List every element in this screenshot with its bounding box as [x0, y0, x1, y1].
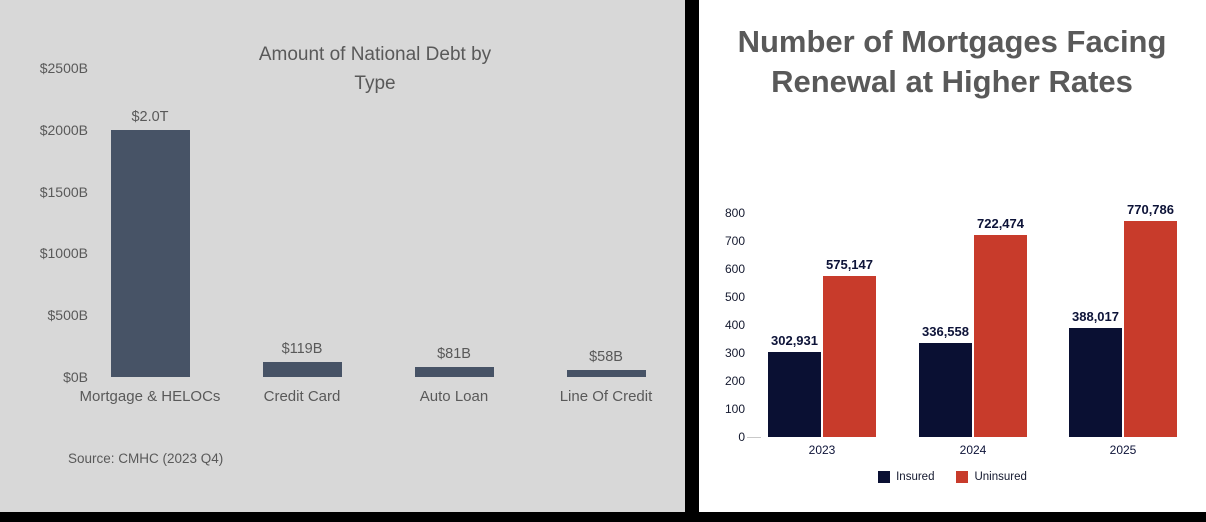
left-chart-y-tick-label: $2000B: [39, 121, 88, 138]
right-chart-y-tick-label: 800: [724, 206, 745, 220]
x-axis-category-label: Line Of Credit: [559, 388, 653, 405]
right-chart-y-tick-label: 200: [724, 374, 745, 388]
left-chart-y-tick-label: $2500B: [39, 60, 88, 76]
bar-uninsured-2025: [1124, 221, 1177, 437]
left-chart-source: Source: CMHC (2023 Q4): [68, 451, 224, 466]
right-chart-y-tick-label: 300: [724, 346, 745, 360]
bar-value-label: $119B: [281, 341, 323, 358]
bar-uninsured-2023: [823, 275, 876, 437]
bar-value-label: 302,931: [771, 333, 818, 349]
bar-value-label: $2.0T: [131, 108, 169, 125]
bar-value-label: 722,474: [977, 215, 1024, 231]
left-chart-y-tick-label: $1500B: [39, 183, 88, 200]
bar-value-label: 388,017: [1072, 309, 1119, 325]
right-chart-legend: Insured Uninsured: [699, 471, 1206, 483]
bar-mortgage-helocs: [110, 129, 190, 377]
right-chart-y-tick-label: 700: [724, 234, 745, 248]
bar-insured-2023: [768, 352, 821, 437]
left-chart-title: Amount of National Debt by Type: [258, 44, 492, 94]
right-chart-y-tick-label: 500: [724, 290, 745, 304]
panel-divider: [685, 0, 699, 512]
bar-insured-2024: [919, 342, 972, 437]
legend-item-insured: Insured: [878, 471, 934, 483]
right-chart-zero-tick: [747, 437, 761, 438]
legend-item-uninsured: Uninsured: [956, 471, 1027, 483]
bar-value-label: $81B: [437, 346, 471, 362]
bar-uninsured-2024: [974, 234, 1027, 437]
legend-swatch-uninsured: [956, 471, 969, 483]
bar-credit-card: [262, 362, 342, 377]
right-chart-y-tick-label: 100: [724, 402, 745, 416]
x-axis-year-label: 2024: [959, 443, 987, 457]
bottom-border-bar: [0, 512, 1206, 522]
legend-label: Insured: [896, 471, 935, 483]
x-axis-category-label: Auto Loan: [419, 388, 489, 405]
right-chart-title: Number of Mortgages Facing Renewal at Hi…: [737, 24, 1167, 99]
x-axis-category-label: Credit Card: [263, 388, 341, 405]
bar-value-label: 770,786: [1127, 202, 1174, 218]
right-chart-y-tick-label: 600: [724, 262, 745, 276]
right-chart-y-tick-label: 0: [738, 430, 745, 444]
bar-value-label: 336,558: [922, 323, 969, 339]
bar-value-label: 575,147: [826, 256, 873, 272]
left-chart-y-tick-label: $0B: [63, 369, 88, 385]
left-chart-y-tick-label: $500B: [47, 307, 88, 324]
national-debt-chart-panel: Amount of National Debt by Type $2500B $2…: [0, 0, 685, 512]
bar-value-label: $58B: [589, 348, 623, 365]
bar-insured-2025: [1069, 328, 1122, 437]
left-chart-y-tick-label: $1000B: [39, 245, 88, 262]
right-chart-y-tick-label: 400: [724, 318, 745, 332]
x-axis-year-label: 2025: [1109, 443, 1137, 457]
legend-swatch-insured: [878, 471, 891, 483]
bar-auto-loan: [414, 367, 494, 377]
x-axis-year-label: 2023: [808, 443, 836, 457]
legend-label: Uninsured: [974, 471, 1027, 483]
mortgage-renewal-chart-panel: Number of Mortgages Facing Renewal at Hi…: [699, 0, 1206, 512]
bar-line-of-credit: [566, 369, 646, 377]
x-axis-category-label: Mortgage & HELOCs: [79, 388, 221, 405]
